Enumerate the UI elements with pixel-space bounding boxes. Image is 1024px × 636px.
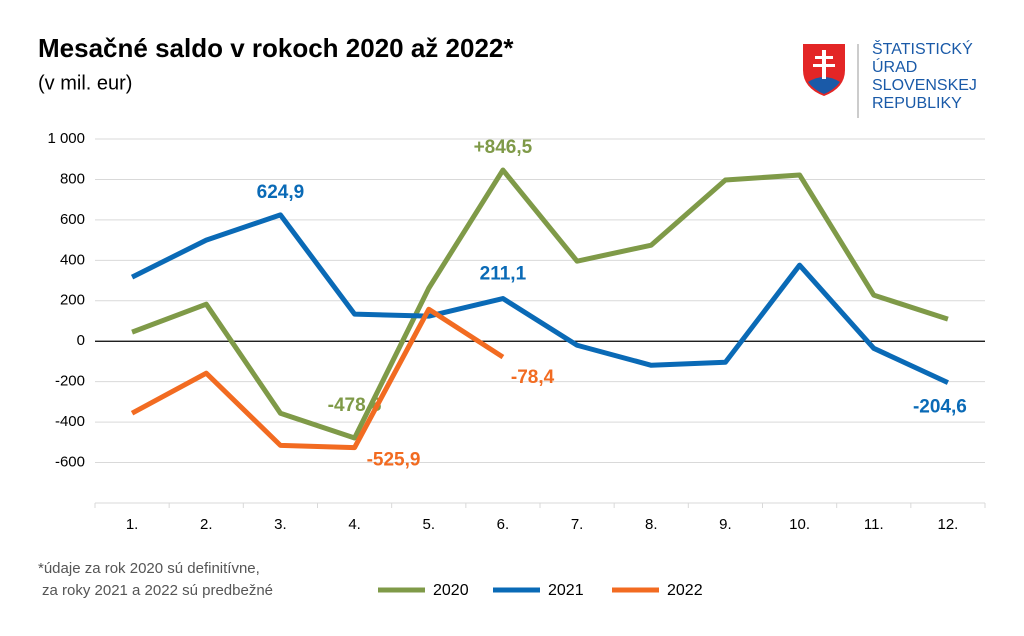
legend-label: 2021 (548, 582, 584, 599)
data-label: -204,6 (913, 397, 967, 418)
x-tick-label: 10. (789, 516, 810, 533)
logo-text: SLOVENSKEJ (872, 77, 977, 94)
y-tick-label: 200 (60, 292, 85, 309)
footnote: *údaje za rok 2020 sú definitívne, (38, 560, 260, 577)
x-tick-label: 3. (274, 516, 287, 533)
x-tick-label: 7. (571, 516, 584, 533)
x-tick-label: 8. (645, 516, 658, 533)
logo: ŠTATISTICKÝ ÚRAD SLOVENSKEJ REPUBLIKY (803, 39, 977, 118)
data-label: +846,5 (474, 137, 533, 158)
legend-label: 2022 (667, 582, 703, 599)
data-label: -525,9 (367, 450, 421, 471)
data-label: 211,1 (480, 264, 527, 285)
x-tick-label: 11. (864, 516, 884, 533)
data-label: -478,6 (328, 395, 382, 416)
y-tick-label: 600 (60, 211, 85, 228)
y-tick-label: -200 (55, 373, 85, 390)
y-tick-label: 400 (60, 251, 85, 268)
chart-title: Mesačné saldo v rokoch 2020 až 2022* (38, 33, 514, 63)
logo-text: REPUBLIKY (872, 95, 962, 112)
series-line (130, 306, 505, 451)
x-tick-label: 6. (497, 516, 510, 533)
data-label: 624,9 (257, 182, 305, 203)
y-tick-label: -400 (55, 413, 85, 430)
y-tick-label: 1 000 (47, 130, 85, 147)
footnote: za roky 2021 a 2022 sú predbežné (42, 582, 273, 599)
x-tick-label: 2. (200, 516, 213, 533)
x-tick-label: 12. (937, 516, 958, 533)
series-line (130, 212, 949, 385)
logo-text: ŠTATISTICKÝ (872, 39, 973, 58)
x-tick-label: 5. (422, 516, 435, 533)
logo-hills (808, 77, 840, 94)
x-tick-label: 9. (719, 516, 732, 533)
chart-subtitle: (v mil. eur) (38, 72, 132, 94)
x-tick-label: 4. (348, 516, 361, 533)
series-line (131, 167, 949, 441)
x-tick-label: 1. (126, 516, 139, 533)
y-tick-label: 800 (60, 170, 85, 187)
y-tick-label: -600 (55, 454, 85, 471)
logo-cross (813, 50, 835, 79)
y-tick-label: 0 (77, 332, 85, 349)
logo-text: ÚRAD (872, 57, 917, 76)
legend-label: 2020 (433, 582, 469, 599)
data-label: -78,4 (511, 367, 555, 388)
